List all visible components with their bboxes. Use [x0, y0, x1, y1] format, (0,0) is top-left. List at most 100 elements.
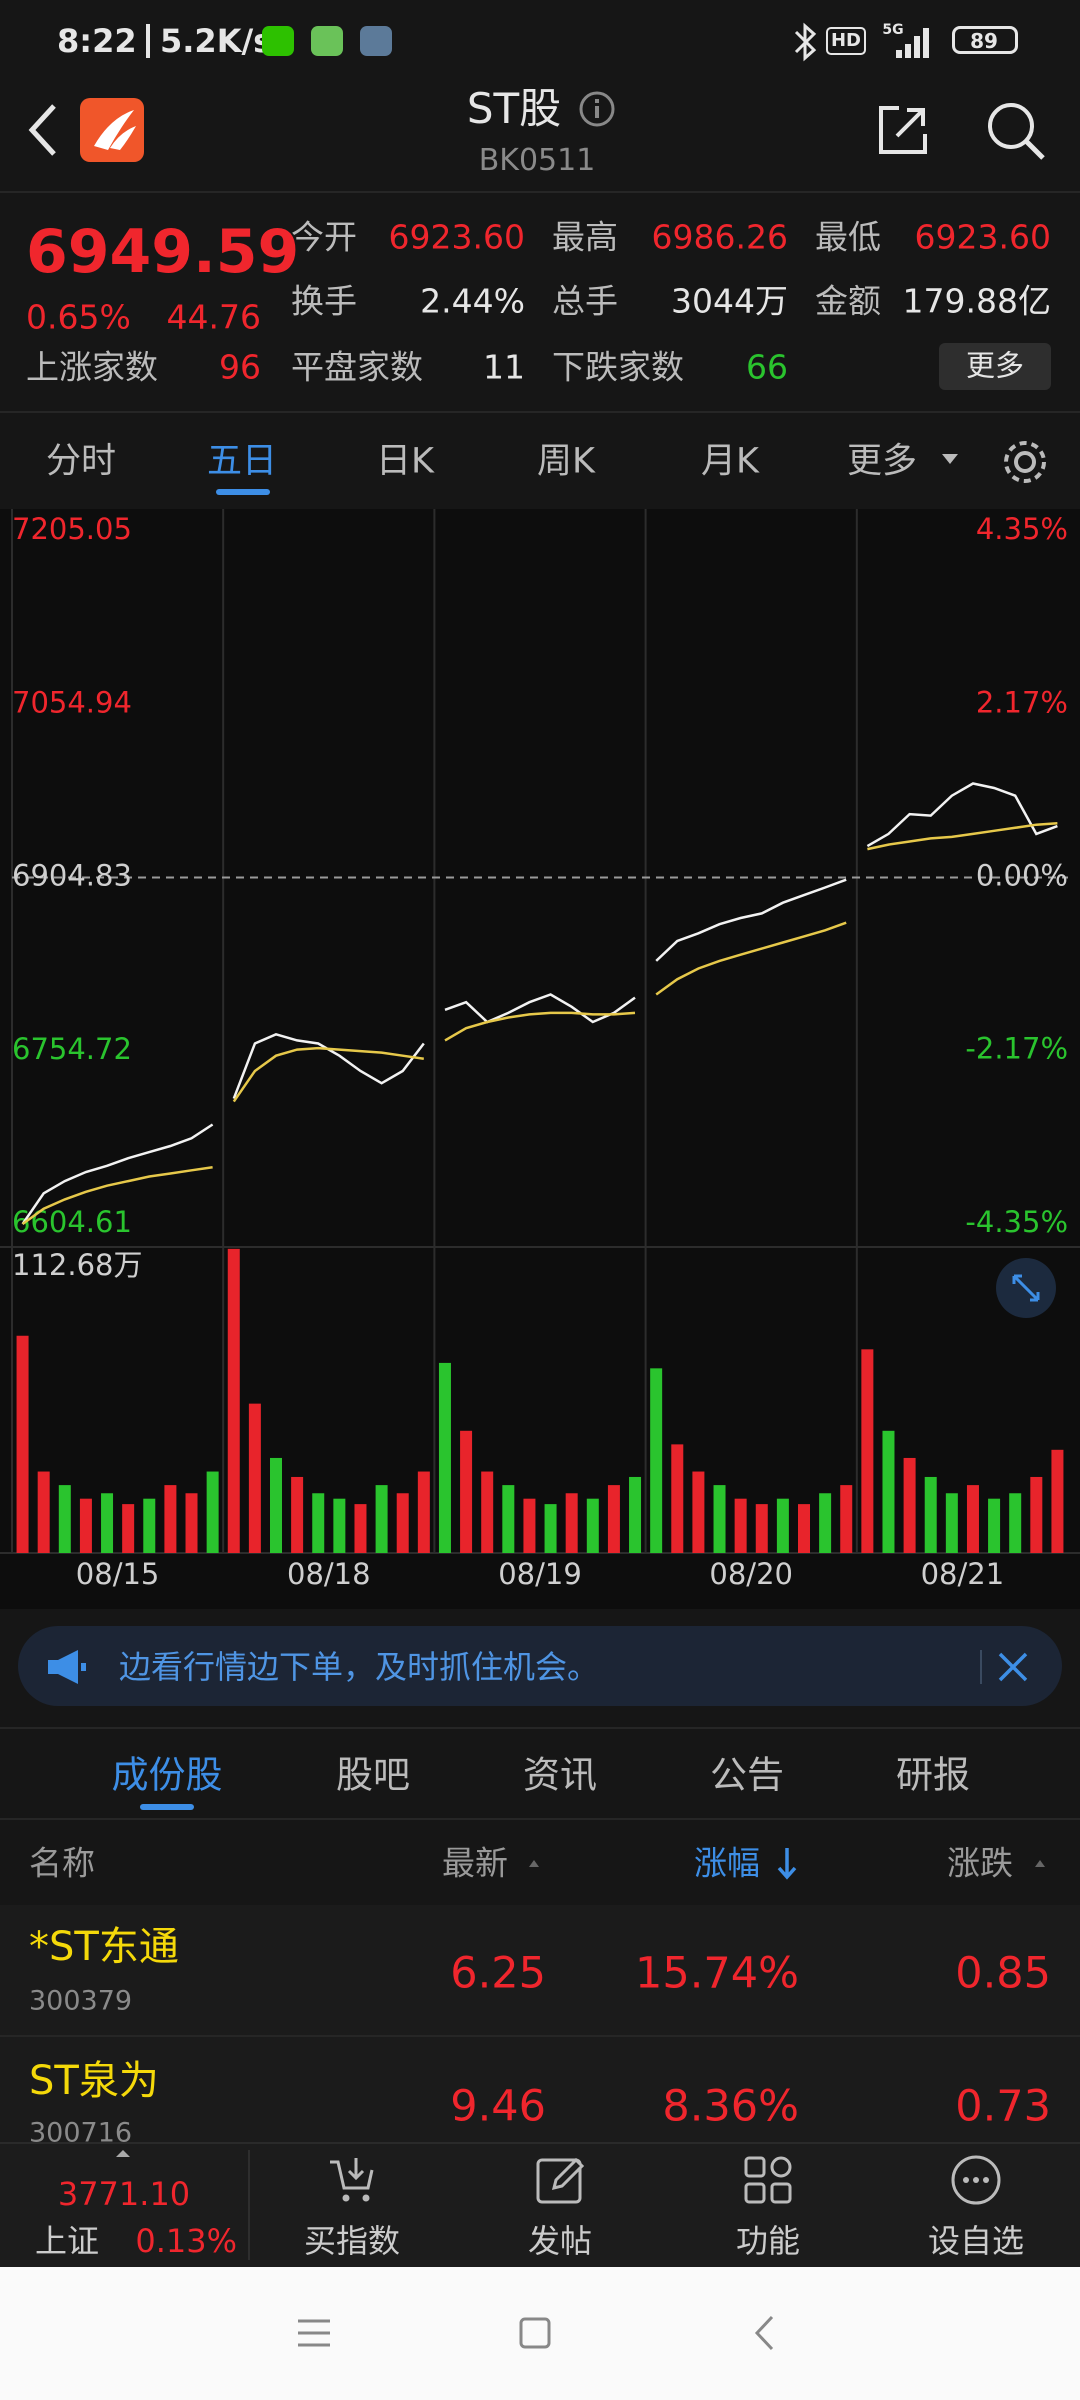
table-row[interactable]: ST泉为 300716 9.46 8.36% 0.73	[0, 2037, 1080, 2142]
list-tab[interactable]: 资讯	[523, 1753, 597, 1797]
volume-axis-label: 112.68万	[12, 1248, 142, 1282]
nav-item[interactable]: 设自选	[927, 2222, 1025, 2260]
y-tick-label: 7054.94	[12, 685, 132, 719]
index-value[interactable]: 3771.10	[57, 2175, 191, 2213]
signal-icon	[896, 28, 929, 58]
nav-item[interactable]: 发帖	[527, 2222, 593, 2260]
table-row[interactable]	[0, 1905, 1080, 2035]
breadth-label: 上涨家数	[26, 347, 158, 387]
breadth-label: 平盘家数	[291, 347, 423, 387]
column-header[interactable]: 最新	[442, 1843, 508, 1883]
x-tick-label: 08/19	[498, 1557, 582, 1591]
title: ST股	[466, 84, 562, 133]
nav-item[interactable]: 功能	[735, 2222, 801, 2260]
stat-value: 179.88亿	[902, 281, 1051, 321]
volume-bar	[101, 1493, 114, 1553]
volume-bar	[312, 1493, 325, 1553]
volume-bar	[396, 1493, 409, 1553]
volume-bar	[1051, 1449, 1064, 1553]
stat-value: 3044万	[671, 281, 788, 321]
divider	[0, 191, 1080, 193]
price-line	[444, 1011, 636, 1042]
stat-label: 换手	[291, 281, 357, 321]
price-line	[866, 782, 1058, 848]
share-button[interactable]	[875, 102, 931, 158]
volume-bar	[798, 1504, 810, 1553]
tab[interactable]: 日K	[376, 441, 434, 482]
tab[interactable]: 更多	[846, 441, 918, 482]
divider	[0, 411, 1080, 413]
volume-bar	[755, 1504, 768, 1553]
volume-bar	[523, 1498, 536, 1553]
volume-bar	[227, 1248, 240, 1553]
breadth-value: 66	[746, 347, 788, 387]
volume-bar	[206, 1471, 219, 1553]
price-line	[655, 878, 847, 962]
breadth-value: 96	[219, 347, 261, 387]
tab[interactable]: 月K	[701, 441, 759, 482]
close-button[interactable]	[996, 1650, 1030, 1684]
volume-bar	[248, 1403, 261, 1553]
column-header[interactable]: 涨跌	[947, 1843, 1013, 1883]
list-tab[interactable]: 研报	[896, 1753, 970, 1797]
volume-bar	[333, 1498, 346, 1553]
dropdown-arrow	[942, 454, 958, 464]
column-header: 名称	[29, 1843, 95, 1883]
x-tick-label: 08/15	[76, 1557, 160, 1591]
stat-value: 2.44%	[420, 281, 525, 321]
last-price: 9.46	[450, 2081, 546, 2132]
back-button[interactable]	[22, 100, 62, 160]
expand-icon	[1012, 1274, 1040, 1302]
volume-bar	[1030, 1476, 1043, 1553]
system-nav	[0, 2267, 1080, 2400]
volume-bar	[861, 1349, 874, 1553]
banner[interactable]	[18, 1626, 1062, 1706]
home-button[interactable]	[518, 2316, 552, 2350]
breadth-label: 下跌家数	[552, 347, 684, 387]
app-icon	[360, 26, 392, 56]
divider	[0, 1727, 1080, 1729]
list-tab[interactable]: 股吧	[336, 1753, 410, 1797]
price-line	[21, 1123, 214, 1225]
tab[interactable]: 周K	[537, 441, 595, 482]
change: 0.85	[955, 1948, 1051, 1999]
y2-tick-label: -2.17%	[965, 1031, 1068, 1065]
divider	[0, 1818, 1080, 1820]
y-tick-label: 6904.83	[12, 859, 132, 893]
volume-bar	[903, 1457, 916, 1553]
volume-bar	[79, 1498, 92, 1553]
stat-label: 最高	[552, 217, 618, 257]
list-tab[interactable]: 公告	[710, 1753, 784, 1797]
nav-item[interactable]: 买指数	[303, 2222, 401, 2260]
menu-button[interactable]	[296, 2316, 332, 2350]
volume-bar	[143, 1498, 156, 1553]
back-nav-button[interactable]	[752, 2314, 778, 2352]
more-button[interactable]	[939, 343, 1051, 390]
settings-button[interactable]	[1000, 437, 1050, 487]
separator	[146, 24, 150, 58]
index-name: 上证	[35, 2222, 100, 2260]
stat-label: 总手	[552, 281, 618, 321]
stock-code: 300379	[29, 1985, 133, 2017]
stock-name: ST泉为	[29, 2058, 159, 2104]
tab-active[interactable]: 五日	[206, 441, 278, 482]
info-icon[interactable]	[578, 90, 616, 128]
stat-value: 6923.60	[388, 217, 525, 257]
y2-tick-label: 0.00%	[976, 859, 1068, 893]
volume-bar	[460, 1430, 473, 1553]
column-header-sorted[interactable]: 涨幅	[694, 1843, 760, 1883]
last-price: 6.25	[450, 1948, 546, 1999]
sort-desc-icon	[777, 1848, 797, 1880]
stock-name: *ST东通	[29, 1924, 179, 1970]
banner-text: 边看行情边下单，及时抓住机会。	[119, 1648, 600, 1686]
list-tab-active[interactable]: 成份股	[111, 1753, 223, 1797]
y2-tick-label: 2.17%	[976, 686, 1068, 720]
volume-bar	[438, 1362, 451, 1553]
app-logo	[80, 98, 144, 162]
tab[interactable]: 分时	[45, 441, 117, 482]
volume-bar	[671, 1444, 684, 1553]
price: 6949.59	[26, 217, 300, 287]
volume-bar	[122, 1504, 135, 1553]
search-button[interactable]	[985, 100, 1047, 162]
